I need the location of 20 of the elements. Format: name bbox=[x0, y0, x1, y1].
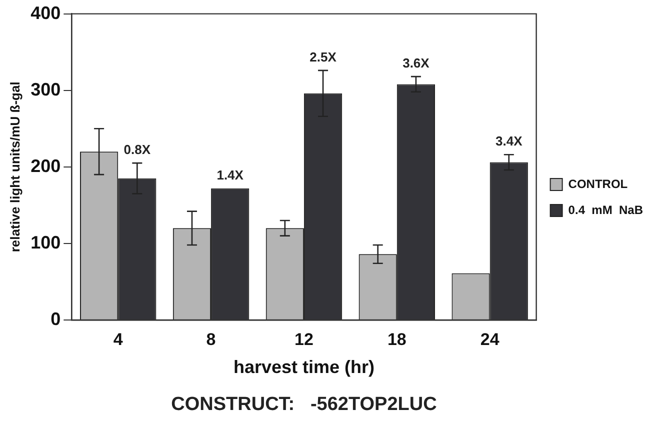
legend-label: CONTROL bbox=[568, 176, 628, 191]
y-tick-label: 400 bbox=[30, 2, 61, 23]
annotation: 2.5X bbox=[310, 50, 337, 65]
annotation: 3.6X bbox=[402, 56, 430, 71]
x-tick-label: 8 bbox=[206, 330, 216, 349]
x-tick-label: 24 bbox=[480, 330, 500, 349]
y-axis-title: relative light units/mU ß-gal bbox=[7, 82, 22, 252]
y-tick-label: 200 bbox=[30, 156, 61, 176]
y-tick-label: 0 bbox=[50, 308, 61, 329]
annotation: 0.8X bbox=[124, 142, 151, 158]
x-axis-title: harvest time (hr) bbox=[233, 357, 374, 378]
text: CONSTRUCT: -562TOP2LUC bbox=[171, 394, 438, 416]
y-tick-label: 300 bbox=[30, 79, 61, 100]
x-tick-label: 12 bbox=[294, 330, 314, 349]
legend-label: 0.4 mM NaB bbox=[568, 202, 644, 217]
x-tick-label: 4 bbox=[113, 330, 124, 349]
annotation: 3.4X bbox=[496, 134, 523, 149]
x-tick-label: 18 bbox=[387, 330, 406, 349]
y-tick-label: 100 bbox=[30, 232, 61, 252]
annotation: 1.4X bbox=[216, 167, 244, 182]
